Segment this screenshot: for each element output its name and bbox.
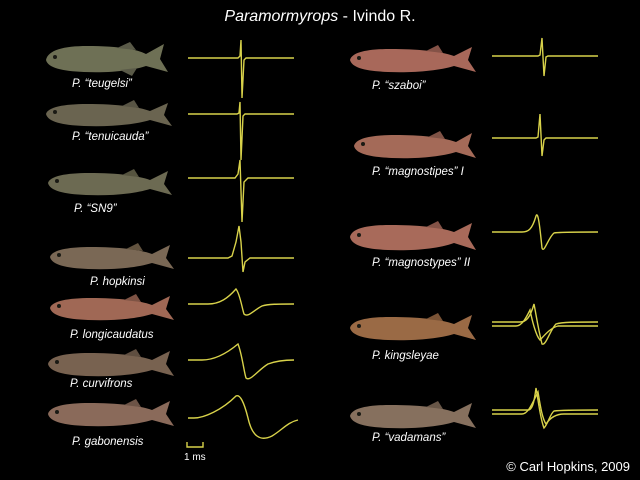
fish-photo-sn9 xyxy=(48,169,172,196)
fish-photo-gabonensis xyxy=(48,399,174,427)
fish-photo-magnostipes-i xyxy=(354,131,476,159)
genus-name: Paramormyrops xyxy=(224,8,339,25)
fish-photo-longicaudatus xyxy=(50,294,174,321)
eod-waveform-magnostipes-i xyxy=(492,113,598,157)
eod-waveform-curvifrons xyxy=(188,342,295,380)
eod-waveform-hopkinsi xyxy=(188,225,294,273)
locality-name: - Ivindo R. xyxy=(338,8,416,25)
species-label: P. “tenuicauda” xyxy=(72,131,149,143)
species-label: P. “vadamans” xyxy=(372,432,446,444)
eod-waveform-gabonensis xyxy=(188,395,299,439)
eod-waveform-longicaudatus xyxy=(188,287,295,316)
fish-photo-teugelsi xyxy=(46,42,168,76)
figure-title: Paramormyrops - Ivindo R. xyxy=(0,8,640,26)
species-label: P. “SN9” xyxy=(74,203,117,215)
species-label: P. longicaudatus xyxy=(70,329,154,341)
eod-waveform-tenuicauda xyxy=(188,101,294,161)
fish-photo-curvifrons xyxy=(48,349,174,377)
species-label: P. kingsleyae xyxy=(372,350,439,362)
species-label: P. hopkinsi xyxy=(90,276,145,288)
eod-waveform-magnostypes-ii xyxy=(492,214,599,250)
eod-waveform-teugelsi xyxy=(188,39,294,99)
scale-bar-label: 1 ms xyxy=(184,452,206,463)
species-label: P. “magnostipes” I xyxy=(372,166,464,178)
species-label: P. “szaboi” xyxy=(372,80,426,92)
species-label: P. curvifrons xyxy=(70,378,133,390)
species-label: P. gabonensis xyxy=(72,436,144,448)
fish-photo-magnostypes-ii xyxy=(350,221,476,251)
fish-photo-szaboi xyxy=(350,45,476,73)
eod-waveform-kingsleyae xyxy=(492,303,599,345)
species-label: P. “teugelsi” xyxy=(72,78,132,90)
fish-photo-tenuicauda xyxy=(46,100,172,127)
fish-photo-hopkinsi xyxy=(50,243,174,270)
eod-waveform-sn9 xyxy=(188,159,294,223)
eod-waveform-vadamans xyxy=(492,387,599,430)
time-scale-bar xyxy=(186,442,204,448)
copyright-notice: © Carl Hopkins, 2009 xyxy=(506,459,630,474)
fish-photo-vadamans xyxy=(350,401,476,429)
fish-photo-kingsleyae xyxy=(350,313,476,341)
species-label: P. “magnostypes” II xyxy=(372,257,471,269)
eod-waveform-szaboi xyxy=(492,37,598,77)
